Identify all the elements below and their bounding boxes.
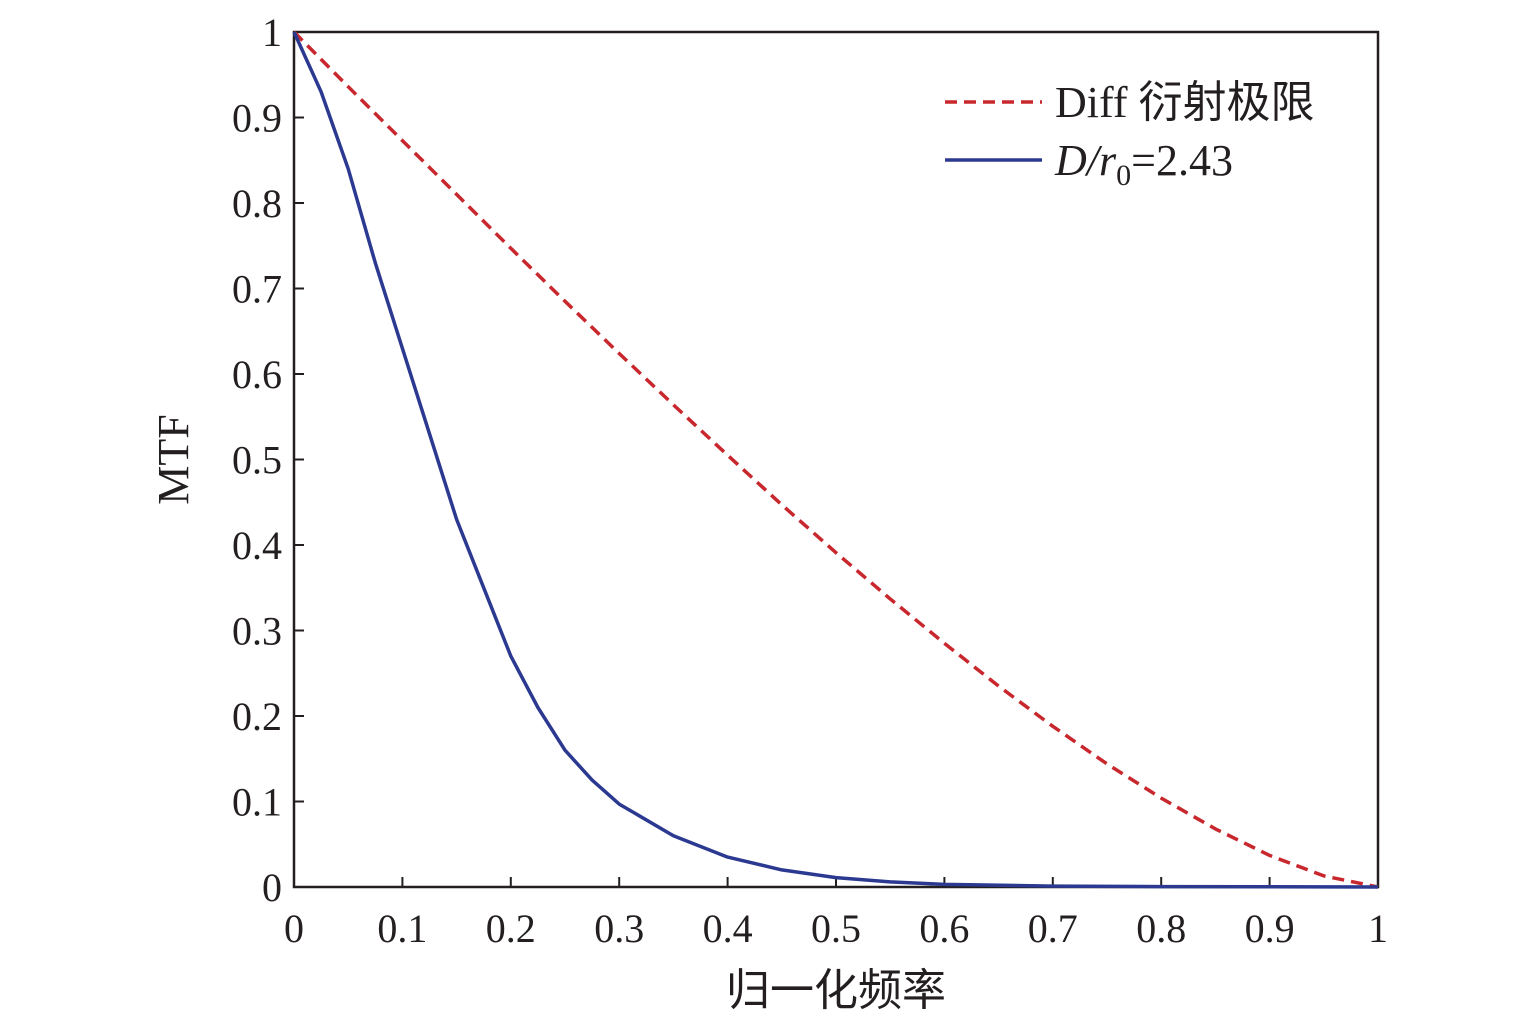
y-tick-label: 0.6	[232, 352, 282, 397]
y-tick-label: 1	[262, 10, 282, 55]
y-axis-title: MTF	[149, 414, 198, 504]
legend-label-turbulence: D/r0=2.43	[1054, 136, 1233, 192]
x-tick-label: 0.2	[486, 906, 536, 951]
legend-label-diff: Diff 衍射极限	[1055, 78, 1315, 127]
x-tick-label: 0.5	[811, 906, 861, 951]
y-tick-label: 0.7	[232, 267, 282, 312]
legend-label-turbulence-subscript: 0	[1116, 159, 1131, 192]
x-tick-label: 0.3	[594, 906, 644, 951]
x-tick-label: 1	[1368, 906, 1388, 951]
y-tick-label: 0.8	[232, 181, 282, 226]
y-tick-label: 0	[262, 865, 282, 910]
legend-label-turbulence-suffix: =2.43	[1131, 136, 1233, 185]
y-tick-label: 0.3	[232, 609, 282, 654]
legend: Diff 衍射极限 D/r0=2.43	[945, 78, 1315, 192]
series-line-turbulence	[292, 31, 1379, 889]
legend-label-diff-text: Diff 衍射极限	[1055, 78, 1315, 127]
y-tick-label: 0.1	[232, 780, 282, 825]
x-tick-label: 0.6	[919, 906, 969, 951]
x-tick-label: 0	[284, 906, 304, 951]
x-tick-label: 0.7	[1028, 906, 1078, 951]
x-axis: 0 0.1 0.2 0.3 0.4 0.5 0.6 0.7 0.8 0.9 1	[284, 877, 1388, 951]
series-layer	[292, 30, 1379, 889]
x-tick-label: 0.8	[1136, 906, 1186, 951]
series-line-diff	[292, 30, 1379, 889]
legend-label-turbulence-main: D/r	[1054, 136, 1117, 185]
y-tick-label: 0.9	[232, 96, 282, 141]
y-tick-label: 0.5	[232, 438, 282, 483]
y-tick-label: 0.2	[232, 694, 282, 739]
x-tick-label: 0.1	[377, 906, 427, 951]
x-tick-label: 0.9	[1245, 906, 1295, 951]
x-axis-title: 归一化频率	[726, 966, 946, 1015]
x-tick-label: 0.4	[703, 906, 753, 951]
y-axis: 0 0.1 0.2 0.3 0.4 0.5 0.6 0.7 0.8 0.9 1	[232, 10, 304, 910]
y-tick-label: 0.4	[232, 523, 282, 568]
